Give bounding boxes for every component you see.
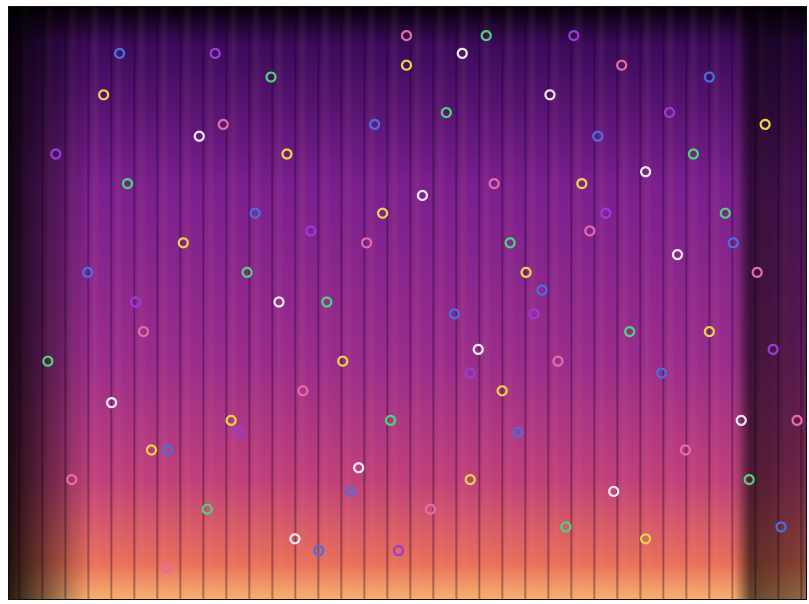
peak-marker [480, 29, 492, 42]
peak-marker [608, 485, 620, 498]
peak-marker [241, 266, 253, 278]
peak-marker [703, 326, 715, 338]
peak-marker [472, 343, 484, 355]
peak-marker [384, 414, 397, 426]
peak-marker [655, 367, 668, 379]
peak-marker [456, 47, 468, 59]
peak-marker [161, 562, 173, 575]
peak-marker [584, 225, 596, 237]
peak-marker [464, 474, 476, 486]
spectrogram [8, 6, 807, 600]
peak-marker [735, 414, 747, 426]
peak-marker [201, 503, 213, 515]
peak-marker [353, 462, 365, 474]
peak-marker [663, 106, 676, 119]
peak-marker [225, 414, 237, 426]
peak-marker [719, 207, 731, 219]
peak-marker [496, 385, 508, 397]
peak-marker [424, 503, 437, 515]
peak-marker [209, 47, 221, 59]
peak-marker [488, 178, 500, 190]
peak-marker [791, 414, 803, 426]
peak-marker [113, 47, 126, 59]
peak-marker [361, 237, 373, 249]
peak-marker [544, 89, 556, 101]
peak-marker [416, 189, 429, 202]
peak-marker [727, 237, 739, 249]
peak-marker [759, 118, 771, 131]
peak-marker [129, 296, 142, 308]
peak-marker [616, 59, 628, 71]
peak-marker [679, 444, 692, 456]
peak-marker [42, 355, 54, 367]
peak-marker [536, 284, 548, 296]
peak-marker [671, 249, 684, 261]
peak-marker [512, 426, 524, 438]
peak-marker [217, 118, 229, 131]
peak-marker [687, 148, 700, 160]
peak-marker [82, 266, 94, 278]
peak-marker [289, 533, 301, 545]
peak-marker [775, 521, 787, 533]
peak-marker [345, 485, 357, 498]
peak-marker [520, 266, 532, 278]
peak-marker [177, 237, 189, 249]
peak-marker [767, 343, 779, 355]
peak-marker [560, 521, 572, 533]
peak-marker [265, 71, 277, 83]
peak-marker [106, 397, 118, 409]
peak-marker [233, 426, 245, 438]
peak-marker [66, 474, 78, 486]
peak-marker [568, 29, 580, 42]
peak-marker [281, 148, 293, 160]
peak-marker [145, 444, 158, 456]
peak-marker [337, 355, 349, 367]
peak-marker [400, 59, 413, 71]
peak-marker [639, 533, 652, 545]
peak-marker [193, 130, 205, 142]
peak-marker [273, 296, 285, 308]
peak-marker [50, 148, 62, 160]
peak-marker [592, 130, 604, 142]
peak-marker [600, 207, 612, 219]
peak-marker [448, 308, 460, 320]
peak-marker [376, 207, 389, 219]
peak-marker [703, 71, 715, 83]
peak-marker [98, 89, 110, 101]
peak-marker [313, 545, 325, 557]
peak-marker [321, 296, 333, 308]
peak-marker [504, 237, 516, 249]
peak-marker [400, 29, 413, 42]
peak-marker [249, 207, 261, 219]
peak-marker [528, 308, 540, 320]
peak-marker [121, 178, 134, 190]
peak-marker [161, 444, 173, 456]
peak-marker [552, 355, 564, 367]
peak-marker [743, 474, 755, 486]
peak-marker [305, 225, 317, 237]
peak-marker [639, 166, 652, 178]
peak-marker [392, 545, 405, 557]
peak-marker [576, 178, 588, 190]
peak-marker [297, 385, 309, 397]
peak-marker [137, 326, 150, 338]
peak-marker [440, 106, 452, 119]
peak-marker [369, 118, 381, 131]
peak-marker [464, 367, 476, 379]
peak-marker [624, 326, 636, 338]
peak-marker [751, 266, 763, 278]
